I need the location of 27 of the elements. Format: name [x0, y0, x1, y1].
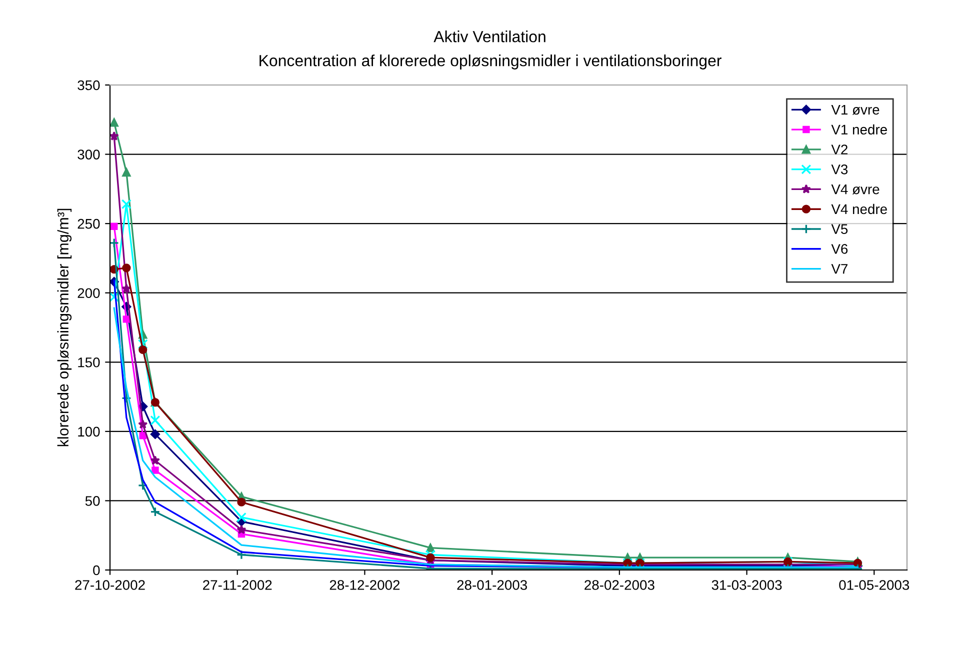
- x-tick-label: 28-12-2002: [330, 580, 400, 590]
- x-tick-label: 27-10-2002: [75, 580, 145, 590]
- chart-subtitle: Koncentration af klorerede opløsningsmidler i ventilationsboringer: [260, 54, 722, 70]
- y-tick-label: 100: [78, 426, 100, 437]
- legend-label: V4 nedre: [831, 204, 887, 214]
- legend-label: V6: [831, 244, 848, 254]
- y-tick-label: 350: [78, 80, 100, 90]
- y-axis-title: klorerede opløsningsmidler [mg/m³]: [57, 208, 72, 446]
- x-tick-label: 27-11-2002: [203, 580, 272, 590]
- legend-label: V2: [831, 144, 848, 154]
- legend-label: V1 nedre: [831, 124, 887, 135]
- y-tick-label: 150: [78, 357, 100, 368]
- x-tick-label: 01-05-2003: [839, 580, 910, 590]
- y-tick-label: 0: [93, 565, 100, 576]
- legend-label: V3: [831, 164, 848, 174]
- chart-title: Aktiv Ventilation: [434, 30, 546, 42]
- legend-label: V7: [831, 264, 848, 274]
- legend-label: V5: [831, 224, 848, 234]
- y-tick-label: 200: [78, 288, 100, 298]
- legend-label: V1 øvre: [831, 104, 880, 115]
- x-tick-label: 28-01-2003: [457, 580, 527, 590]
- y-tick-label: 300: [78, 150, 100, 160]
- y-tick-label: 250: [78, 218, 100, 229]
- legend-label: V4 øvre: [831, 184, 880, 194]
- x-tick-label: 28-02-2003: [584, 580, 654, 590]
- y-tick-label: 50: [85, 496, 100, 506]
- x-tick-label: 31-03-2003: [712, 580, 782, 590]
